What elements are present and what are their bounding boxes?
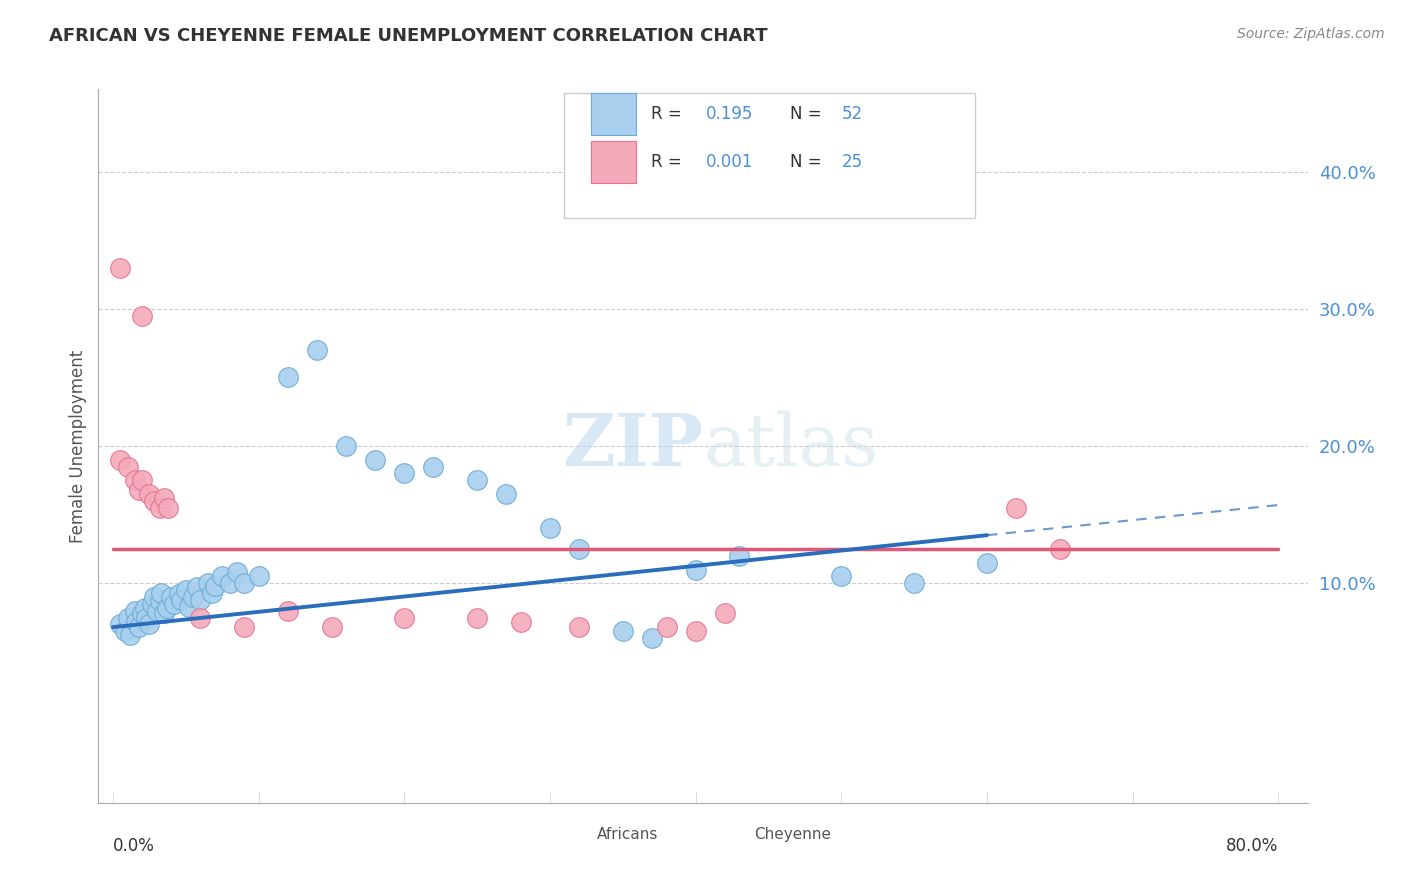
Text: 80.0%: 80.0% [1226,837,1278,855]
Point [114,624,136,639]
Point [685,562,707,576]
Point [174,583,197,598]
Text: 52: 52 [842,105,863,123]
Text: N =: N = [790,105,827,123]
Point [247,569,270,583]
Point [131,309,153,323]
Point [233,620,256,634]
Text: ZIP: ZIP [562,410,703,482]
Point [1005,500,1028,515]
Text: 0.001: 0.001 [706,153,752,171]
Point [156,601,179,615]
Point [394,467,416,481]
FancyBboxPatch shape [558,835,585,842]
Point [509,615,531,629]
Point [131,607,153,621]
Point [1049,541,1071,556]
Point [685,624,707,639]
Point [903,576,925,591]
Point [568,620,591,634]
Point [568,541,591,556]
Point [225,566,247,580]
Text: 0.0%: 0.0% [112,837,155,855]
Text: AFRICAN VS CHEYENNE FEMALE UNEMPLOYMENT CORRELATION CHART: AFRICAN VS CHEYENNE FEMALE UNEMPLOYMENT … [49,27,768,45]
Point [830,569,852,583]
Point [465,610,488,624]
Point [110,617,132,632]
Point [110,452,132,467]
Point [422,459,444,474]
Point [141,597,163,611]
Point [145,604,167,618]
Point [394,610,416,624]
Point [181,590,204,604]
FancyBboxPatch shape [591,94,637,136]
Point [131,473,153,487]
Point [142,590,165,604]
Point [190,610,212,624]
Point [177,599,200,614]
Text: N =: N = [790,153,827,171]
Point [538,521,561,535]
Text: Africans: Africans [596,828,658,842]
Point [321,620,343,634]
Point [211,569,233,583]
Point [128,620,150,634]
Point [728,549,751,563]
Point [149,594,172,608]
Point [125,615,148,629]
Point [612,624,634,639]
Point [142,494,165,508]
Point [233,576,256,591]
Point [335,439,357,453]
Point [120,628,142,642]
Point [170,592,193,607]
Point [305,343,328,357]
Point [364,452,387,467]
Point [186,580,208,594]
Point [641,631,664,645]
Point [117,459,139,474]
Text: 25: 25 [842,153,863,171]
Point [160,590,183,604]
Point [135,610,157,624]
Point [714,607,737,621]
Point [110,260,132,275]
Point [277,604,299,618]
Point [128,483,150,497]
Point [163,597,186,611]
Point [138,617,160,632]
Point [153,491,176,505]
Text: atlas: atlas [703,410,879,482]
Point [277,370,299,384]
FancyBboxPatch shape [716,835,742,842]
Text: Source: ZipAtlas.com: Source: ZipAtlas.com [1237,27,1385,41]
Point [138,487,160,501]
Point [117,610,139,624]
Point [197,576,219,591]
Point [655,620,678,634]
Point [204,579,226,593]
Text: Cheyenne: Cheyenne [754,828,831,842]
Point [201,586,224,600]
Point [976,556,998,570]
Point [124,604,146,618]
FancyBboxPatch shape [564,93,976,218]
Text: R =: R = [651,153,688,171]
FancyBboxPatch shape [591,141,637,183]
Point [124,473,146,487]
Text: R =: R = [651,105,688,123]
Point [149,500,172,515]
Point [465,473,488,487]
Point [153,607,176,621]
Point [190,592,212,607]
Point [167,587,190,601]
Point [157,500,180,515]
Point [495,487,517,501]
Point [150,586,173,600]
Y-axis label: Female Unemployment: Female Unemployment [69,350,87,542]
Text: 0.195: 0.195 [706,105,752,123]
Point [134,601,156,615]
Point [218,576,240,591]
